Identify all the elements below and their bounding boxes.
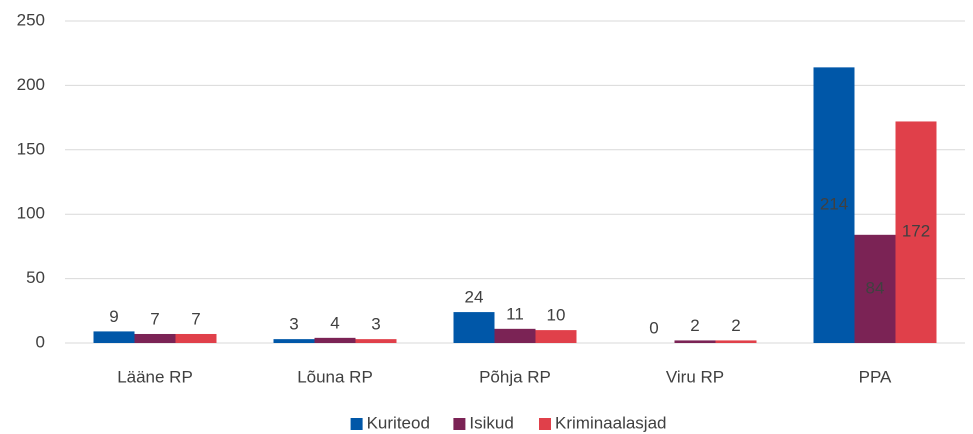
data-label: 0 bbox=[649, 318, 658, 337]
data-label: 7 bbox=[150, 309, 159, 328]
y-tick-label: 250 bbox=[17, 10, 45, 29]
x-tick-label: Lõuna RP bbox=[297, 367, 373, 386]
data-label: 11 bbox=[506, 304, 524, 323]
bar bbox=[535, 330, 577, 343]
data-label: 214 bbox=[820, 195, 848, 214]
legend-swatch bbox=[453, 418, 466, 430]
bar bbox=[674, 340, 716, 343]
legend-label: Isikud bbox=[469, 413, 513, 432]
bar bbox=[854, 234, 896, 343]
x-tick-label: PPA bbox=[859, 367, 892, 386]
data-label: 84 bbox=[866, 278, 885, 297]
bar bbox=[134, 333, 176, 343]
bar bbox=[453, 312, 495, 343]
data-label: 4 bbox=[330, 313, 339, 332]
bar bbox=[175, 333, 217, 343]
x-tick-label: Lääne RP bbox=[117, 367, 193, 386]
bar bbox=[715, 340, 757, 343]
data-label: 3 bbox=[371, 315, 380, 334]
bar bbox=[494, 328, 536, 343]
legend-swatch bbox=[539, 418, 551, 430]
y-tick-label: 50 bbox=[26, 268, 45, 287]
bar bbox=[813, 67, 855, 344]
y-tick-label: 150 bbox=[17, 139, 45, 158]
y-tick-label: 200 bbox=[17, 75, 45, 94]
bar bbox=[273, 339, 315, 343]
x-tick-label: Põhja RP bbox=[479, 367, 551, 386]
data-label: 2 bbox=[731, 316, 740, 335]
data-label: 172 bbox=[902, 222, 930, 241]
bar bbox=[93, 331, 135, 343]
legend-swatch bbox=[350, 418, 363, 430]
bar bbox=[314, 337, 356, 343]
bar bbox=[895, 121, 937, 344]
data-label: 7 bbox=[191, 309, 200, 328]
data-label: 3 bbox=[289, 315, 298, 334]
data-label: 2 bbox=[690, 316, 699, 335]
x-tick-label: Viru RP bbox=[666, 367, 724, 386]
bar bbox=[355, 339, 397, 343]
legend-label: Kuriteod bbox=[367, 413, 430, 432]
data-label: 9 bbox=[109, 307, 118, 326]
data-label: 24 bbox=[465, 288, 484, 307]
y-tick-label: 100 bbox=[17, 204, 45, 223]
data-label: 10 bbox=[547, 306, 566, 325]
y-tick-label: 0 bbox=[36, 332, 45, 351]
legend-label: Kriminaalasjad bbox=[555, 413, 667, 432]
